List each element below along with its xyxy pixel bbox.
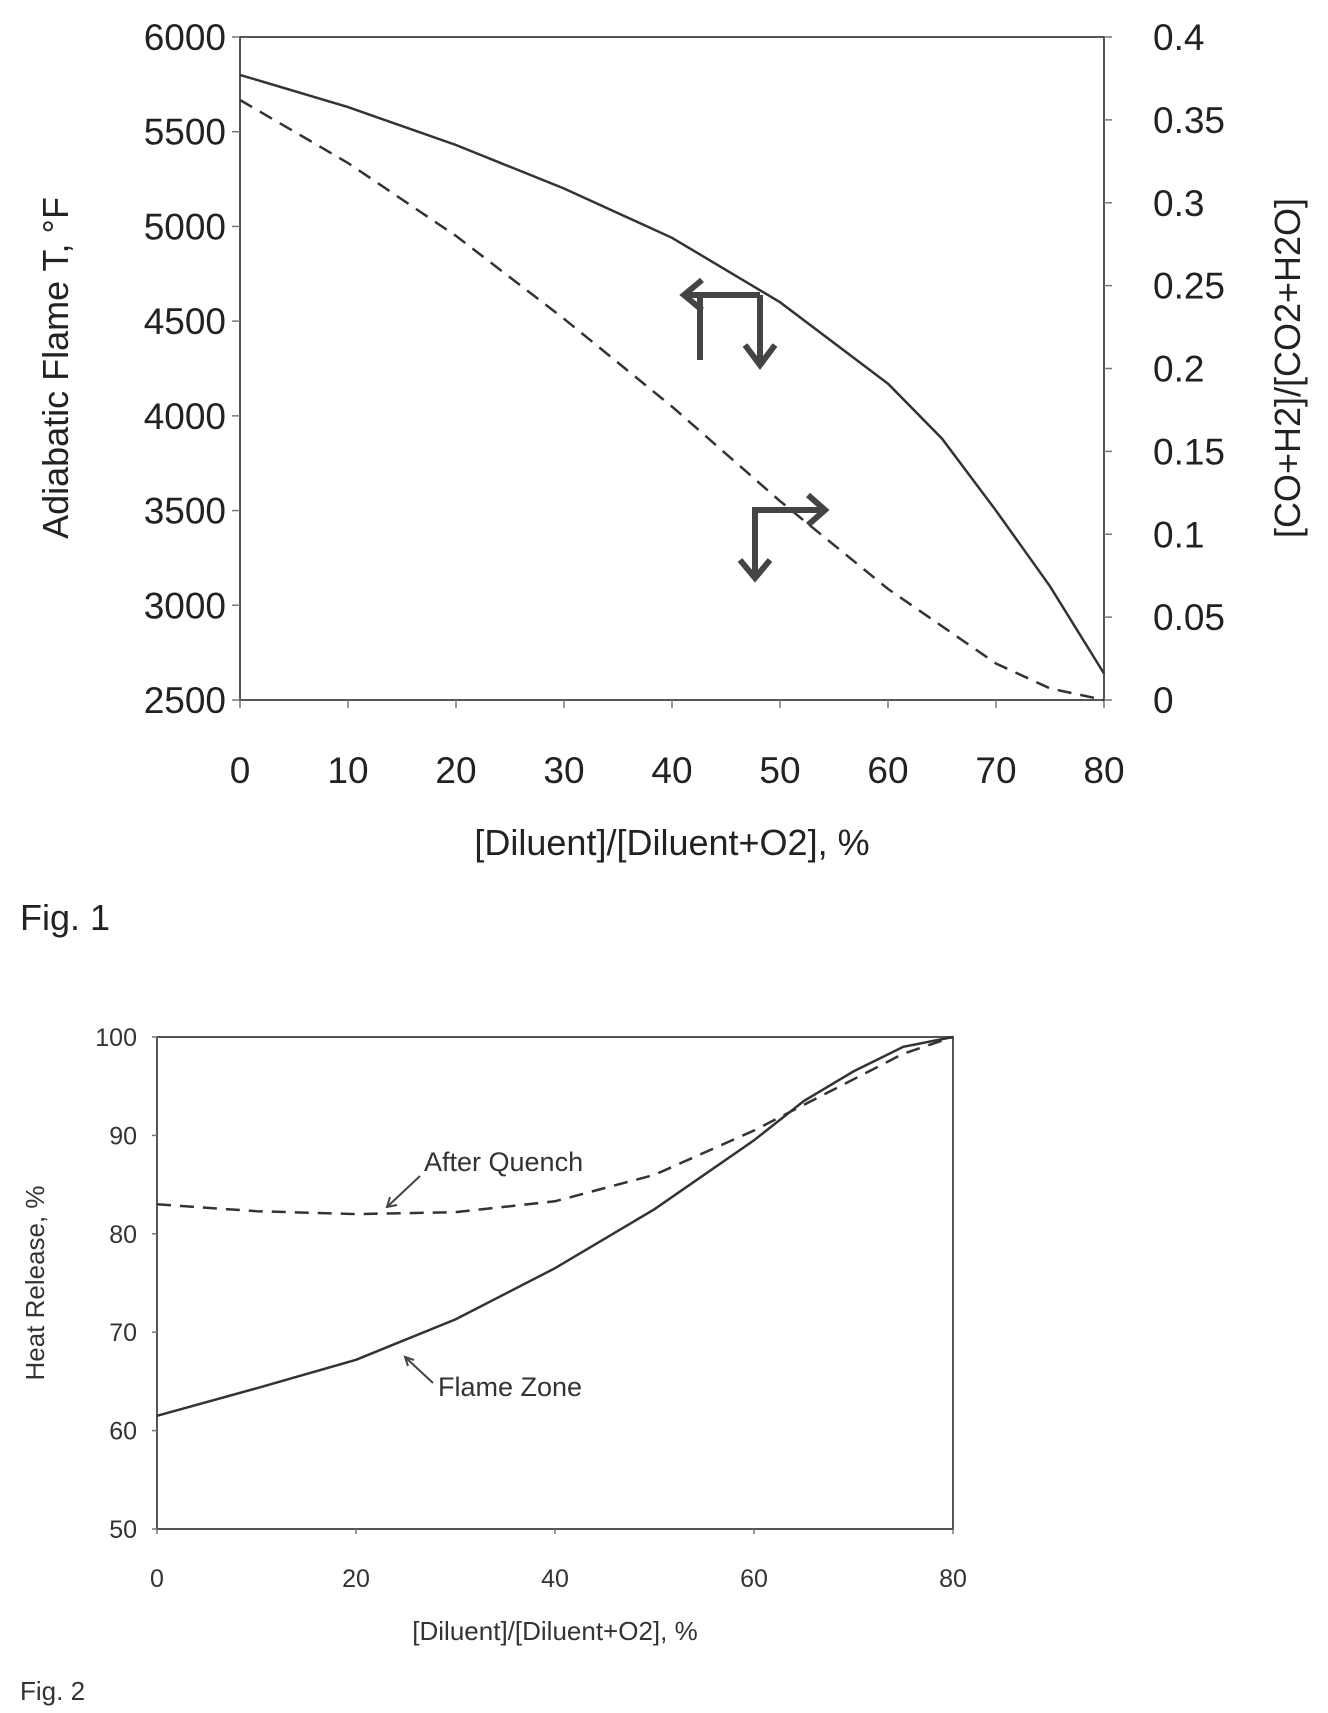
fig2-series-flame-zone <box>156 1035 954 1418</box>
fig2-y-tick-label: 90 <box>109 1122 137 1150</box>
fig1-y-right-tick-label: 0.35 <box>1153 100 1225 141</box>
fig1-y-left-tick-label: 4000 <box>144 396 226 437</box>
fig2-x-tick-label: 0 <box>150 1565 164 1593</box>
fig2-x-tick-label: 20 <box>342 1565 370 1593</box>
fig1-left-axis-label: Adiabatic Flame T, °F <box>35 197 76 539</box>
fig2-x-tick-label: 80 <box>939 1565 967 1593</box>
fig2-series <box>156 1035 954 1418</box>
fig1-x-tick-label: 50 <box>759 750 800 791</box>
fig1-x-tick-label: 20 <box>435 750 476 791</box>
fig2-y-tick-label: 50 <box>109 1516 137 1544</box>
fig1-series-dashed-line <box>239 98 1105 702</box>
fig1-y-right-tick-label: 0.25 <box>1153 266 1225 307</box>
fig1-arrow2-down-head <box>737 558 773 583</box>
fig1-plot-frame <box>239 36 1105 701</box>
fig1-y-left-tick-label: 5500 <box>144 112 226 153</box>
fig1-y-left-tick-label: 5000 <box>144 206 226 247</box>
figure1-chart: 0 10 20 30 40 50 60 70 80 6000 5500 5000 4500 4000 35… <box>20 17 1308 938</box>
fig1-x-tick-label: 0 <box>230 750 251 791</box>
fig1-series-solid-line <box>239 73 1106 675</box>
fig1-y-left-tick-label: 2500 <box>144 680 226 721</box>
fig1-left-axis-arrow <box>679 277 778 370</box>
fig1-x-tick-label: 80 <box>1083 750 1124 791</box>
fig2-x-ticks: 0 20 40 60 80 <box>150 1529 967 1593</box>
fig2-x-tick-label: 40 <box>541 1565 569 1593</box>
fig1-y-right-tick-label: 0.1 <box>1153 514 1204 555</box>
fig2-y-tick-label: 70 <box>109 1319 137 1347</box>
fig2-label: Fig. 2 <box>20 1676 85 1706</box>
fig1-arrow2-right-head <box>806 492 830 528</box>
fig2-after-quench-pointer <box>386 1175 421 1208</box>
fig2-plot-frame <box>156 1036 954 1530</box>
fig2-annotation-after-quench: After Quench <box>424 1147 583 1177</box>
fig2-y-tick-label: 100 <box>95 1024 137 1052</box>
fig1-y-right-ticks: 0.4 0.35 0.3 0.25 0.2 0.15 0.1 0.05 0 <box>1104 17 1225 721</box>
fig1-y-right-tick-label: 0 <box>1153 680 1174 721</box>
fig2-annotation-flame-zone: Flame Zone <box>438 1372 582 1402</box>
fig2-x-axis-label: [Diluent]/[Diluent+O2], % <box>412 1616 697 1646</box>
fig1-y-right-tick-label: 0.4 <box>1153 17 1204 58</box>
fig1-y-right-tick-label: 0.2 <box>1153 349 1204 390</box>
fig1-y-left-tick-label: 4500 <box>144 301 226 342</box>
fig2-y-ticks: 100 90 80 70 60 50 <box>95 1024 157 1544</box>
fig2-flame-zone-pointer-head <box>403 1355 415 1367</box>
fig2-series-after-quench <box>156 1035 954 1216</box>
fig1-x-ticks: 0 10 20 30 40 50 60 70 80 <box>230 700 1125 791</box>
figure2-chart: 0 20 40 60 80 100 90 80 70 60 50 After Quench Fla… <box>20 1024 967 1706</box>
fig1-right-axis-arrow <box>737 492 830 583</box>
fig1-y-right-tick-label: 0.15 <box>1153 431 1225 472</box>
fig1-x-tick-label: 70 <box>975 750 1016 791</box>
fig1-x-tick-label: 40 <box>651 750 692 791</box>
fig1-arrow-left-head <box>679 277 704 313</box>
fig1-y-left-tick-label: 3500 <box>144 491 226 532</box>
fig2-after-quench-pointer-head <box>385 1196 398 1209</box>
fig1-x-tick-label: 30 <box>543 750 584 791</box>
fig2-y-tick-label: 60 <box>109 1418 137 1446</box>
fig1-x-tick-label: 10 <box>327 750 368 791</box>
fig2-y-axis-label: Heat Release, % <box>20 1185 50 1380</box>
fig1-label: Fig. 1 <box>20 897 110 938</box>
fig1-y-left-tick-label: 3000 <box>144 585 226 626</box>
fig1-y-right-tick-label: 0.3 <box>1153 183 1204 224</box>
fig2-y-tick-label: 80 <box>109 1221 137 1249</box>
fig2-x-tick-label: 60 <box>740 1565 768 1593</box>
fig1-x-axis-label: [Diluent]/[Diluent+O2], % <box>474 822 869 863</box>
fig1-series <box>239 73 1106 702</box>
fig1-y-left-ticks: 6000 5500 5000 4500 4000 3500 3000 2500 <box>144 17 240 721</box>
fig1-arrow2-corner <box>752 507 825 575</box>
fig1-right-axis-label: [CO+H2]/[CO2+H2O] <box>1267 198 1308 538</box>
fig1-y-left-tick-label: 6000 <box>144 17 226 58</box>
fig1-y-right-tick-label: 0.05 <box>1153 597 1225 638</box>
fig1-x-tick-label: 60 <box>867 750 908 791</box>
fig2-flame-zone-pointer <box>404 1356 434 1384</box>
